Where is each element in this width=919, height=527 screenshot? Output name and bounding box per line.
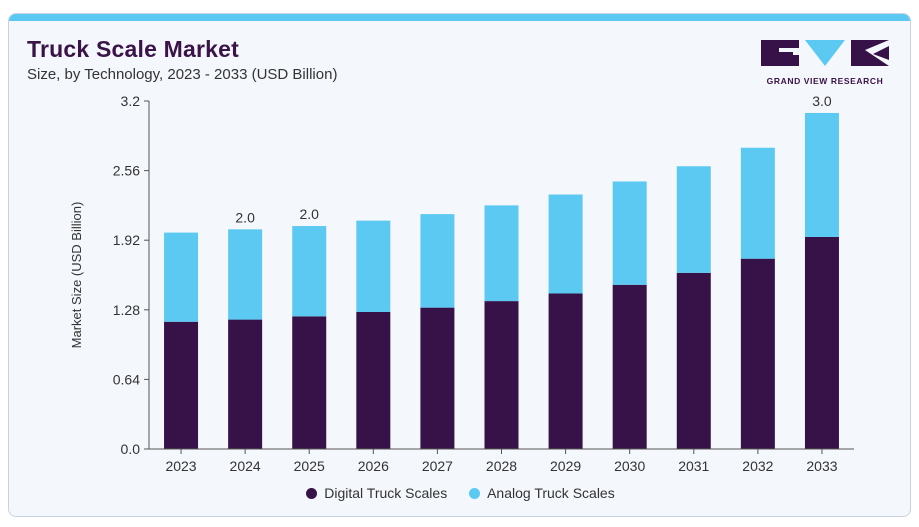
y-tick-label: 2.56: [113, 163, 140, 179]
bar-digital-2030: [612, 284, 647, 449]
bar-analog-2028: [484, 205, 519, 302]
data-label-2025: 2.0: [299, 206, 319, 222]
bar-digital-2023: [164, 321, 199, 449]
y-tick-label: 3.2: [121, 93, 141, 109]
bar-digital-2032: [740, 258, 775, 449]
bar-analog-2031: [676, 166, 711, 273]
accent-bar: [9, 14, 910, 21]
legend-item-analog: Analog Truck Scales: [469, 485, 615, 501]
bar-analog-2026: [356, 220, 391, 312]
bar-digital-2024: [228, 319, 263, 449]
chart-card: Truck Scale Market Size, by Technology, …: [8, 13, 911, 517]
legend: Digital Truck Scales Analog Truck Scales: [9, 485, 910, 502]
bar-analog-2024: [228, 229, 263, 320]
bar-analog-2033: [804, 112, 839, 237]
legend-label-analog: Analog Truck Scales: [487, 485, 615, 501]
x-tick-label: 2023: [165, 458, 196, 474]
data-labels: 2.0 2.0 3.0: [235, 93, 831, 225]
bar-analog-2025: [292, 226, 327, 317]
bar-digital-2031: [676, 272, 711, 449]
legend-swatch-analog: [469, 487, 481, 499]
x-tick-label: 2029: [550, 458, 581, 474]
bar-digital-2033: [804, 236, 839, 449]
x-tick-label: 2033: [806, 458, 837, 474]
chart-title: Truck Scale Market: [27, 36, 239, 62]
data-label-2033: 3.0: [812, 93, 832, 109]
x-tick-label: 2027: [422, 458, 453, 474]
x-tick-label: 2032: [742, 458, 773, 474]
y-axis: 0.0 0.64 1.28 1.92 2.56 3.2: [113, 93, 150, 457]
bar-analog-2030: [612, 181, 647, 285]
legend-swatch-digital: [306, 487, 318, 499]
chart-subtitle: Size, by Technology, 2023 - 2033 (USD Bi…: [27, 66, 338, 83]
y-tick-label: 0.0: [121, 441, 141, 457]
bar-digital-2025: [292, 316, 327, 449]
bar-digital-2027: [420, 307, 455, 449]
bar-digital-2028: [484, 301, 519, 449]
bar-analog-2029: [548, 194, 583, 294]
bar-analog-2032: [740, 147, 775, 259]
bar-digital-2026: [356, 311, 391, 449]
x-tick-label: 2028: [486, 458, 517, 474]
logo-mark-icon: [761, 40, 889, 66]
y-tick-label: 1.28: [113, 302, 140, 318]
data-label-2024: 2.0: [235, 209, 255, 225]
x-tick-label: 2031: [678, 458, 709, 474]
x-tick-label: 2024: [230, 458, 261, 474]
logo-text: GRAND VIEW RESEARCH: [766, 76, 884, 86]
bar-digital-2029: [548, 293, 583, 449]
x-tick-label: 2025: [294, 458, 325, 474]
bar-chart: 0.00.641.281.922.563.2 2023 2024 2025 2026 2…: [69, 93, 854, 474]
bar-analog-2023: [164, 232, 199, 322]
bar-analog-2027: [420, 214, 455, 308]
x-axis: 2023 2024 2025 2026 2027 2028 2029 2030 2031 2032…: [149, 448, 854, 474]
y-axis-label: Market Size (USD Billion): [69, 202, 84, 349]
legend-item-digital: Digital Truck Scales: [306, 485, 447, 501]
grand-view-research-logo: GRAND VIEW RESEARCH: [761, 38, 889, 90]
legend-label-digital: Digital Truck Scales: [324, 485, 448, 501]
y-tick-label: 0.64: [113, 371, 140, 387]
x-tick-label: 2030: [614, 458, 645, 474]
x-tick-label: 2026: [358, 458, 389, 474]
bars: [164, 112, 839, 449]
y-tick-label: 1.92: [113, 232, 140, 248]
